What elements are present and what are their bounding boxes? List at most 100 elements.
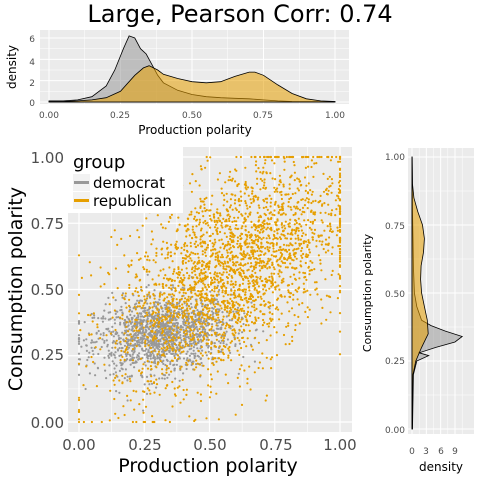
scatter-point-republican [227, 354, 230, 357]
scatter-point-republican [194, 283, 197, 286]
scatter-point-republican [103, 283, 106, 286]
scatter-point-republican [290, 307, 294, 310]
scatter-point-republican [259, 177, 262, 181]
scatter-point-republican [184, 242, 187, 245]
scatter-point-republican [275, 250, 278, 253]
scatter-point-democrat [136, 299, 139, 302]
scatter-point-republican [189, 241, 192, 244]
scatter-point-republican [216, 278, 219, 281]
scatter-point-democrat [157, 313, 160, 316]
scatter-point-republican [157, 339, 160, 343]
scatter-point-republican [171, 293, 174, 296]
scatter-point-republican [192, 252, 195, 255]
scatter-point-republican [288, 342, 291, 346]
scatter-point-democrat [126, 375, 129, 378]
scatter-point-republican [185, 249, 189, 252]
scatter-point-republican [300, 247, 304, 250]
scatter-point-republican [189, 257, 192, 260]
scatter-point-republican [240, 318, 243, 321]
scatter-point-republican [209, 217, 212, 221]
scatter-point-republican [96, 323, 99, 326]
scatter-point-republican [330, 191, 333, 194]
scatter-point-democrat [167, 340, 170, 343]
scatter-point-republican [295, 257, 298, 260]
scatter-point-republican [155, 366, 158, 369]
scatter-point-democrat [225, 315, 228, 318]
scatter-point-republican [272, 238, 275, 241]
scatter-point-republican [288, 310, 291, 313]
scatter-point-republican [207, 285, 211, 288]
scatter-point-democrat [165, 352, 168, 356]
scatter-point-democrat [104, 303, 107, 306]
scatter-point-republican [322, 247, 325, 251]
scatter-point-democrat [92, 341, 95, 344]
scatter-point-republican [185, 316, 188, 319]
scatter-point-republican [165, 371, 168, 374]
scatter-point-republican [315, 239, 318, 242]
scatter-point-republican [189, 307, 192, 310]
scatter-point-republican [198, 184, 201, 187]
scatter-point-republican [324, 211, 327, 214]
scatter-point-republican [189, 253, 192, 256]
scatter-point-republican [183, 288, 186, 291]
scatter-point-democrat [171, 327, 174, 330]
scatter-point-democrat [139, 327, 142, 330]
scatter-point-republican [301, 210, 304, 213]
scatter-point-republican [165, 368, 168, 371]
scatter-point-republican [256, 238, 260, 241]
scatter-point-republican [146, 360, 149, 363]
scatter-point-democrat [102, 332, 105, 335]
scatter-point-republican [240, 403, 244, 406]
scatter-point-republican [262, 224, 265, 227]
scatter-point-republican [246, 310, 250, 313]
scatter-point-democrat [253, 360, 256, 363]
scatter-point-republican [114, 328, 117, 332]
scatter-point-republican [183, 245, 186, 248]
scatter-point-republican [114, 346, 117, 349]
scatter-point-republican [140, 289, 143, 292]
scatter-point-republican [254, 155, 257, 159]
scatter-point-democrat [168, 373, 171, 376]
scatter-point-republican [311, 222, 314, 225]
scatter-point-republican [234, 283, 237, 286]
scatter-point-republican [268, 322, 271, 325]
scatter-point-republican [280, 233, 283, 236]
scatter-point-republican [297, 227, 300, 230]
scatter-point-republican [263, 162, 267, 165]
scatter-point-democrat [171, 284, 174, 287]
scatter-point-republican [244, 166, 247, 169]
scatter-point-republican [221, 291, 224, 294]
scatter-point-republican [238, 244, 242, 248]
scatter-point-democrat [209, 302, 212, 305]
top-x-axis-label: Production polarity [138, 123, 251, 137]
scatter-point-democrat [118, 369, 121, 372]
scatter-point-republican [194, 240, 198, 243]
scatter-point-republican [216, 232, 219, 236]
scatter-point-republican [293, 248, 296, 251]
scatter-point-democrat [149, 332, 152, 335]
scatter-point-republican [236, 308, 239, 311]
scatter-point-republican [114, 376, 117, 379]
scatter-point-republican [318, 240, 321, 243]
scatter-point-republican [314, 211, 317, 214]
scatter-point-republican [239, 155, 242, 159]
scatter-point-republican [248, 289, 251, 292]
scatter-point-republican [167, 220, 170, 223]
scatter-point-republican [251, 192, 254, 195]
scatter-point-democrat [190, 306, 193, 309]
scatter-point-republican [232, 245, 235, 248]
scatter-point-republican [296, 290, 299, 293]
scatter-point-democrat [165, 333, 168, 336]
scatter-point-republican [247, 231, 250, 234]
scatter-point-republican [209, 314, 212, 317]
scatter-point-republican [167, 315, 170, 318]
top-ytick-label: 2 [29, 79, 35, 89]
scatter-point-republican [278, 236, 282, 239]
scatter-point-republican [178, 305, 181, 308]
scatter-point-republican [227, 356, 230, 359]
scatter-point-democrat [77, 340, 81, 343]
scatter-point-democrat [173, 363, 176, 366]
scatter-point-republican [234, 280, 237, 283]
scatter-point-republican [200, 265, 204, 268]
scatter-point-republican [231, 283, 234, 286]
